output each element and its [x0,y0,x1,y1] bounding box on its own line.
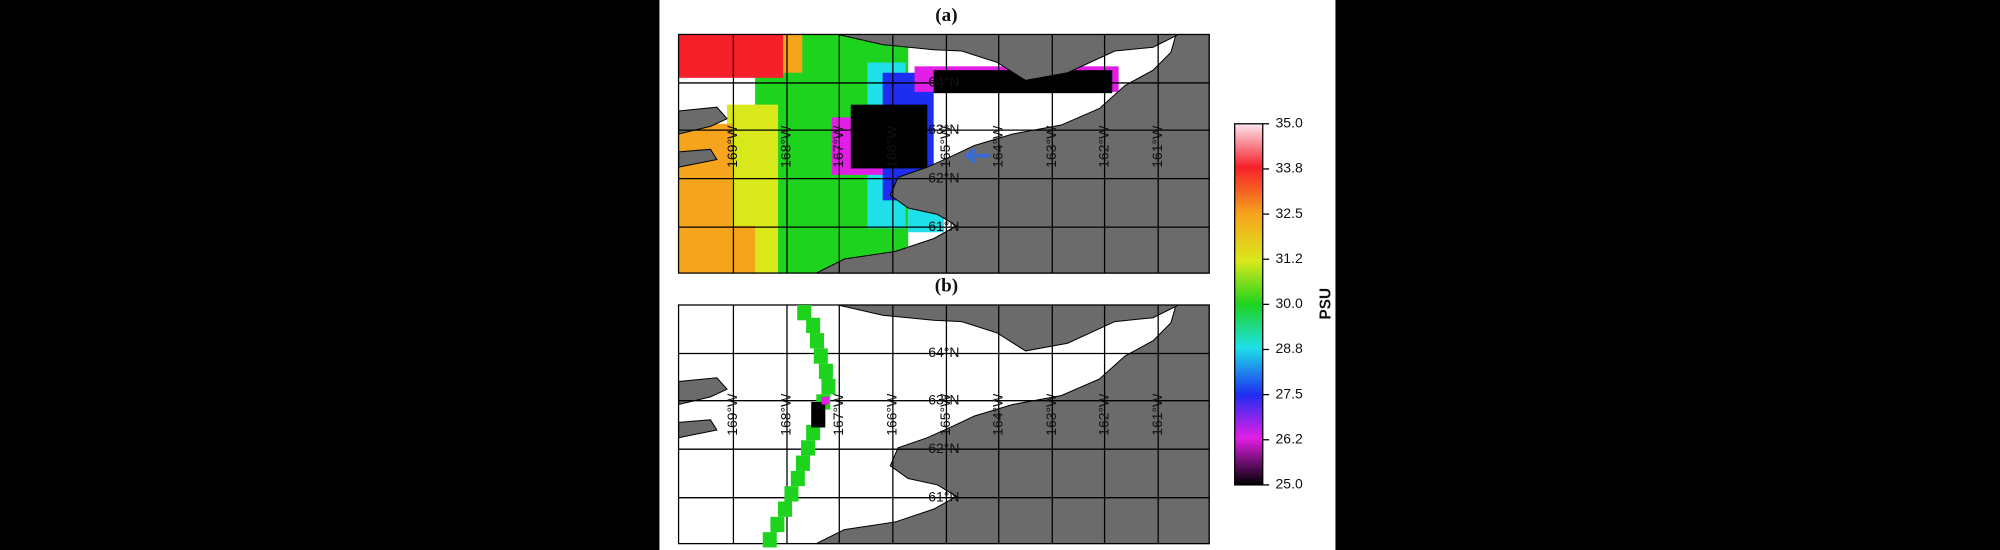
longitude-label: 163°W [1043,393,1059,436]
salinity-cell [790,470,805,487]
salinity-cell [783,34,803,73]
longitude-label: 165°W [937,393,953,436]
salinity-cell [806,317,821,334]
salinity-cell [778,501,793,517]
longitude-label: 165°W [937,125,953,168]
colorbar-title: PSU [1318,288,1335,319]
salinity-cell [678,34,784,78]
colorbar [1234,123,1264,486]
salinity-cell [784,486,799,502]
latitude-label: 63°N [928,391,959,407]
colorbar-tick-label: 32.5 [1276,205,1303,221]
salinity-cell [821,379,836,395]
colorbar-ticks: 35.0 33.8 32.5 31.2 30.0 28.8 27.5 26.2 25.0 [1262,114,1303,492]
longitude-label: 168°W [778,393,794,436]
latitude-label: 62°N [928,440,959,456]
land [816,304,1210,545]
longitude-label: 164°W [989,393,1005,436]
land [837,33,1179,81]
colorbar-tick-label: 28.8 [1276,340,1303,356]
colorbar-tick-label: 30.0 [1276,295,1303,311]
longitude-label: 167°W [830,393,846,436]
salinity-cell [801,440,816,456]
longitude-label: 163°W [1043,125,1059,168]
salinity-cell [678,225,756,274]
latitude-label: 61°N [928,218,959,234]
panel-label: (a) [935,5,957,26]
salinity-cell [821,396,830,405]
map-frame [677,33,1210,274]
longitude-label: 166°W [884,125,900,168]
land [816,33,1210,274]
latitude-label: 61°N [928,488,959,504]
latitude-label: 64°N [928,344,959,360]
salinity-cell [850,104,928,169]
longitude-label: 164°W [989,125,1005,168]
colorbar-tick-label: 33.8 [1276,160,1303,176]
salinity-cell [806,424,821,441]
salinity-cell [809,333,824,349]
colorbar-tick-label: 31.2 [1276,250,1303,266]
salinity-cell [797,304,812,321]
longitude-label: 161°W [1149,125,1165,168]
latitude-label: 64°N [928,74,959,90]
longitude-label: 161°W [1149,393,1165,436]
land [837,304,1179,352]
longitude-label: 162°W [1095,393,1111,436]
longitude-label: 166°W [884,393,900,436]
salinity-cell [795,455,810,471]
map-panel-b: 169°W 168°W 167°W 166°W 165°W 164°W 163°W 162°W… [677,304,1210,548]
colorbar-tick-label: 35.0 [1276,114,1303,130]
longitude-label: 168°W [778,125,794,168]
salinity-cell [933,70,1113,94]
salinity-cell [811,401,826,428]
latitude-label: 63°N [928,121,959,137]
colorbar-tick-label: 27.5 [1276,385,1303,401]
latitude-label: 62°N [928,169,959,185]
panel-label: (b) [935,276,958,297]
salinity-cell [818,363,833,380]
longitude-label: 167°W [830,125,846,168]
longitude-label: 169°W [724,125,740,168]
map-frame [677,304,1210,545]
colorbar-tick-label: 25.0 [1276,476,1303,492]
salinity-cell [762,532,777,548]
arrow [963,147,990,164]
longitude-label: 169°W [724,393,740,436]
longitude-label: 162°W [1095,125,1111,168]
salinity-cell [813,348,828,364]
map-panel-a: 169°W 168°W 167°W 166°W 165°W 164°W 163°W 162°W… [677,33,1210,274]
salinity-cell [770,516,785,533]
colorbar-tick-label: 26.2 [1276,430,1303,446]
